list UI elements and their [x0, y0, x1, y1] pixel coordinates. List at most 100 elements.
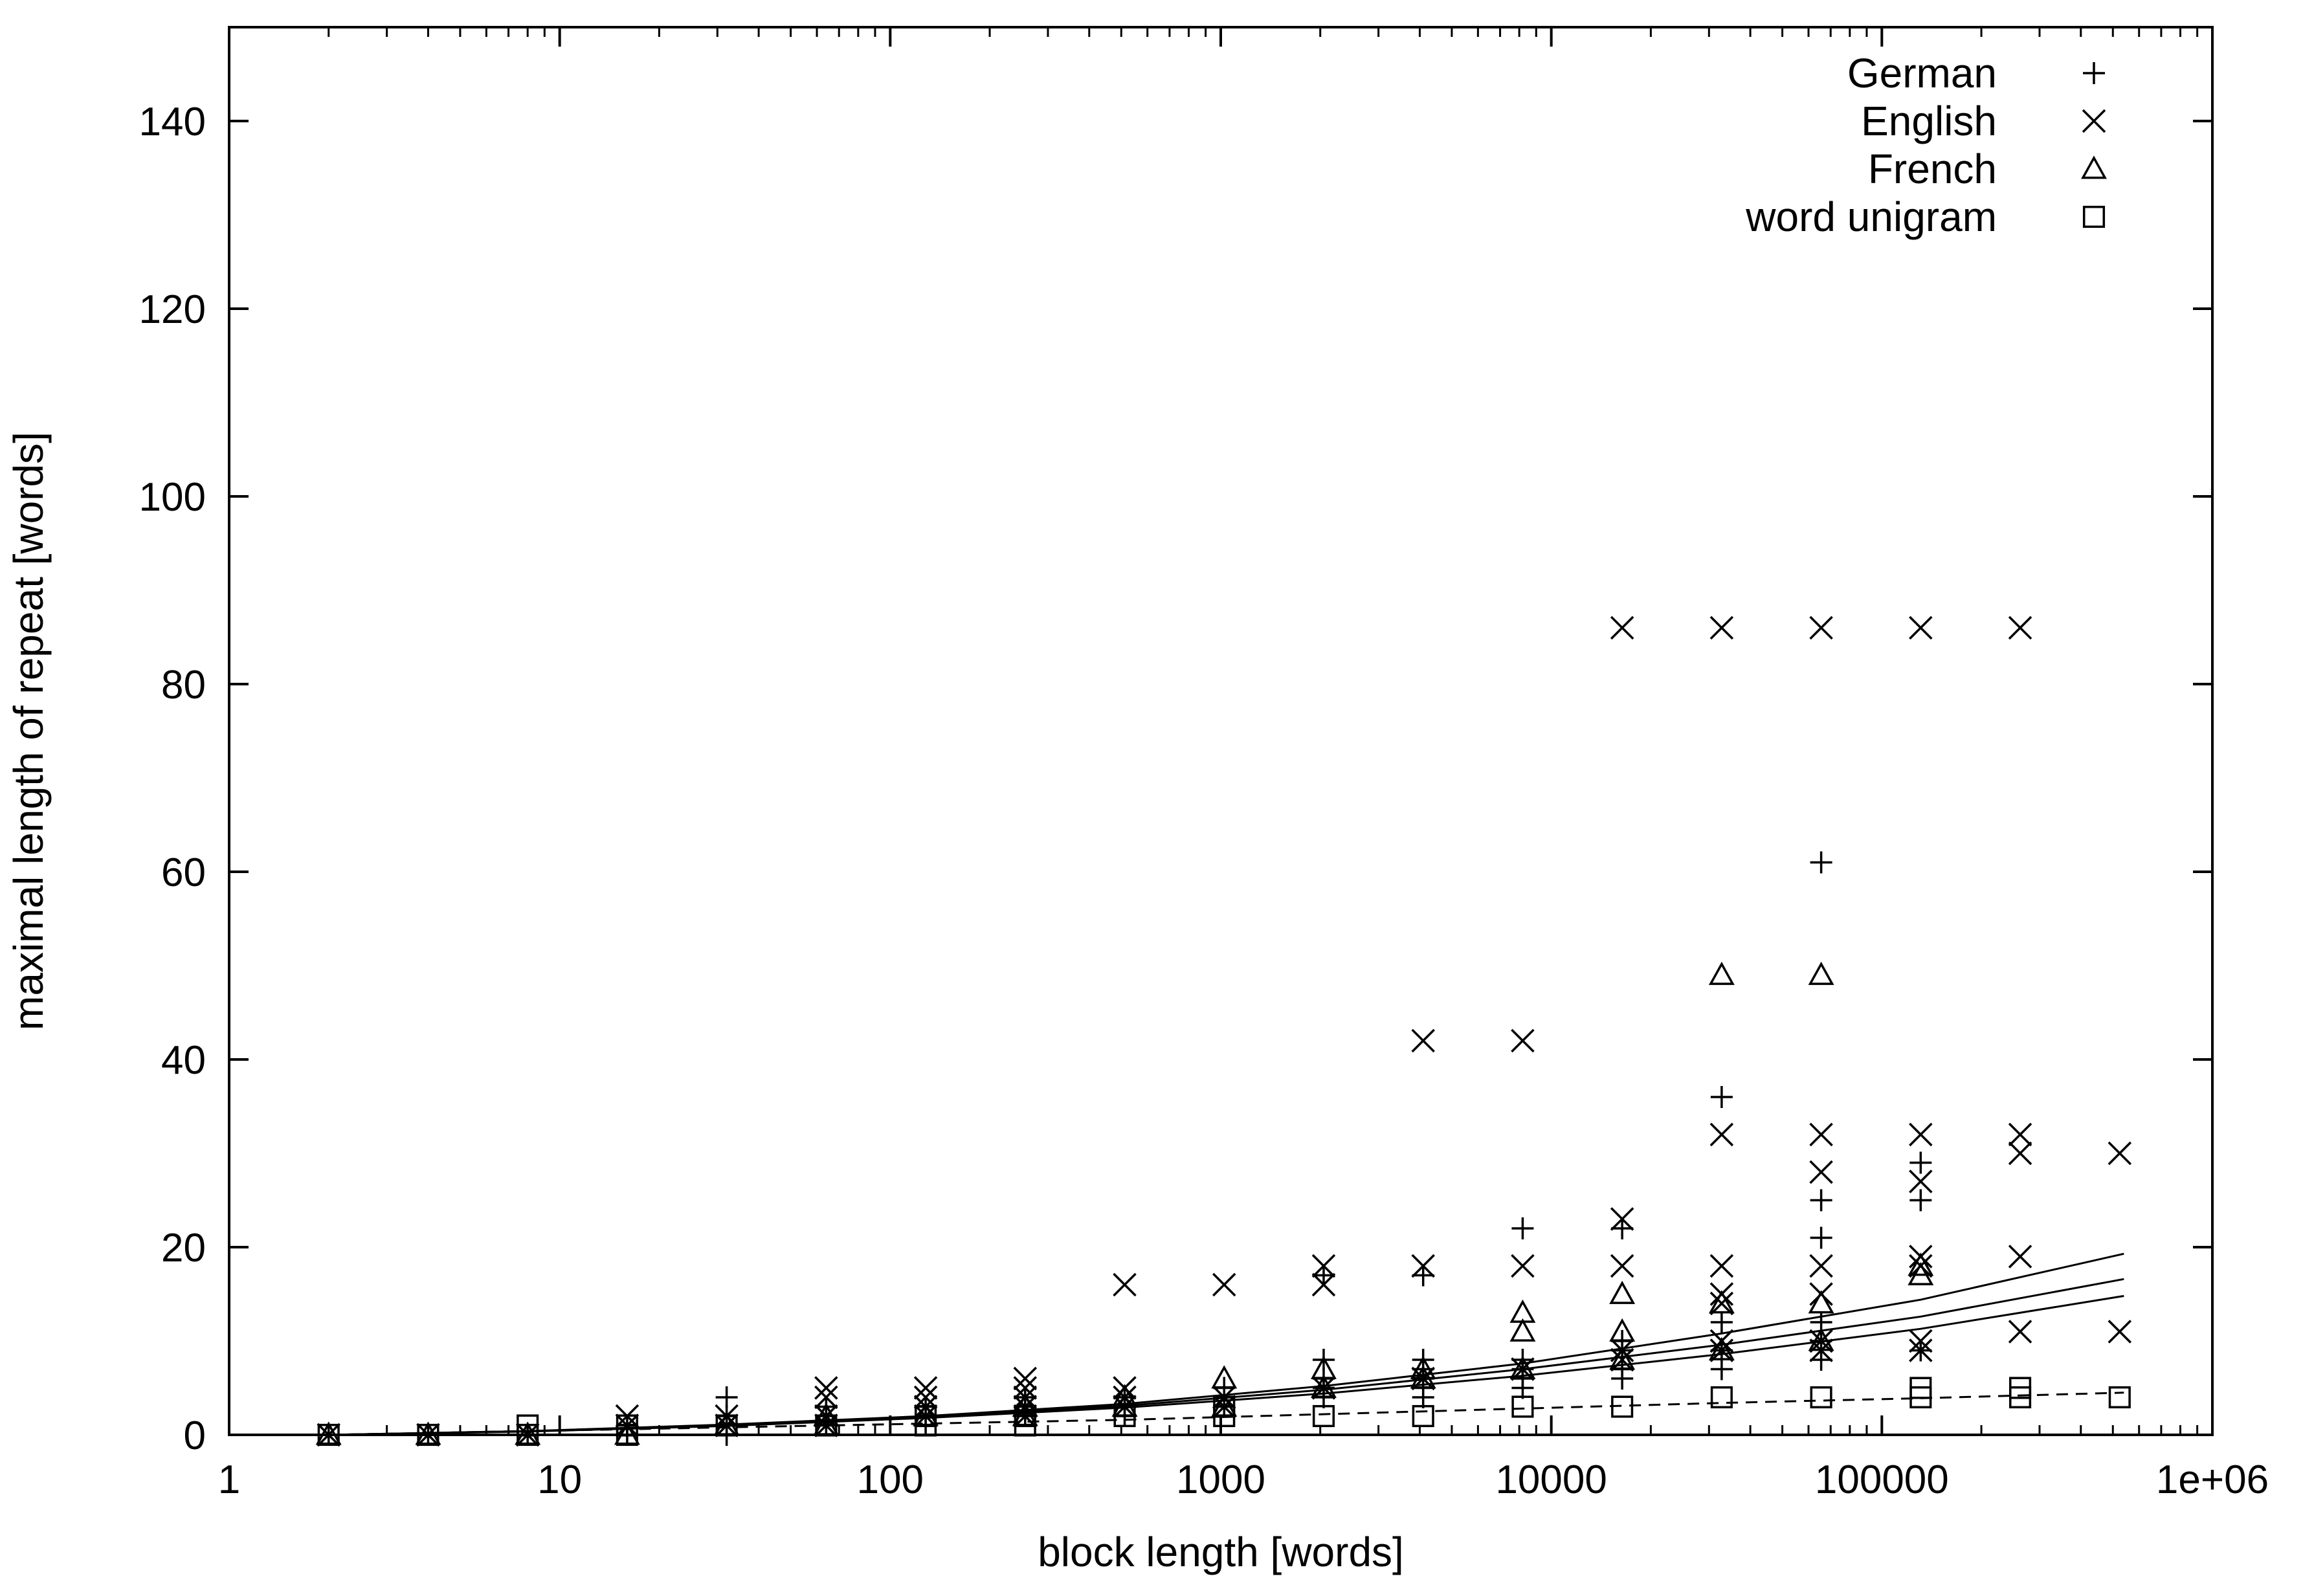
word-unigram-point — [1611, 1395, 1634, 1418]
english-point — [1709, 1338, 1734, 1362]
english-point — [1311, 1254, 1336, 1278]
french-point — [1311, 1374, 1337, 1398]
y-tick-label: 100 — [139, 475, 206, 520]
english-point — [814, 1376, 838, 1400]
x-tick-label: 1000 — [1176, 1457, 1265, 1502]
word-unigram-point — [1710, 1386, 1733, 1409]
english-point — [1511, 1357, 1535, 1381]
german-point — [1710, 1358, 1733, 1380]
english-point — [1013, 1376, 1038, 1400]
english-point — [1709, 1122, 1734, 1147]
english-point — [1709, 1254, 1734, 1278]
word-unigram-point — [1113, 1404, 1136, 1428]
legend-marker-plus — [2083, 62, 2105, 84]
x-tick-label: 1 — [218, 1457, 240, 1502]
french-point — [1708, 1336, 1735, 1360]
english-point — [1909, 615, 1933, 640]
word-unigram-point — [1511, 1395, 1534, 1418]
x-tick-label: 10 — [537, 1457, 582, 1502]
german-point — [1810, 851, 1832, 874]
french-point — [1808, 961, 1834, 985]
english-point — [814, 1385, 838, 1410]
english-point — [1709, 615, 1734, 640]
french-point — [1211, 1365, 1238, 1389]
english-point — [1411, 1028, 1435, 1053]
legend-marker-triangle — [2081, 155, 2107, 179]
y-tick-label: 0 — [184, 1413, 206, 1458]
english-point — [1809, 615, 1833, 640]
y-tick-label: 140 — [139, 100, 206, 144]
english-point — [1610, 1207, 1634, 1231]
german-point — [1909, 1151, 1932, 1174]
french-point — [1609, 1280, 1636, 1304]
legend-label: French — [1868, 146, 1997, 192]
german-point — [1909, 1189, 1932, 1212]
x-tick-label: 100000 — [1815, 1457, 1949, 1502]
english-point — [1809, 1329, 1833, 1353]
x-tick-label: 1e+06 — [2156, 1457, 2269, 1502]
axis-ticks: 1 10 100 1000 10000 100000 1e+06 0 20 40 60 80 100 12… — [139, 27, 2269, 1502]
english-point — [1610, 1254, 1634, 1278]
english-point — [2008, 615, 2032, 640]
french-point — [1311, 1355, 1337, 1379]
english-point — [1511, 1254, 1535, 1278]
french-point — [1509, 1318, 1536, 1342]
legend-label: English — [1861, 98, 1997, 144]
english-point — [1909, 1338, 1933, 1362]
english-point — [2008, 1141, 2032, 1166]
word-unigram-point — [1810, 1386, 1832, 1409]
german-point — [1312, 1264, 1335, 1287]
french-point — [1708, 961, 1735, 985]
y-tick-label: 40 — [161, 1038, 206, 1083]
word-unigram-point — [1014, 1404, 1036, 1428]
english-point — [1909, 1169, 1933, 1193]
english-point — [1411, 1254, 1435, 1278]
word-unigram-point — [1412, 1404, 1434, 1428]
english-point — [1013, 1366, 1038, 1391]
english-point — [2008, 1122, 2032, 1147]
english-point — [1113, 1272, 1137, 1297]
german-point — [1710, 1086, 1733, 1108]
english-point — [1909, 1329, 1933, 1353]
english-point — [2008, 1320, 2032, 1344]
english-point — [1311, 1376, 1336, 1400]
english-point — [1709, 1291, 1734, 1316]
y-tick-label: 60 — [161, 850, 206, 895]
german-point — [715, 1386, 738, 1408]
french-point — [1908, 1252, 1934, 1276]
legend-marker-square — [2082, 205, 2106, 228]
english-point — [715, 1413, 739, 1437]
x-tick-label: 10000 — [1495, 1457, 1607, 1502]
german-point — [1810, 1226, 1832, 1249]
german-point — [1611, 1217, 1634, 1239]
english-point — [913, 1385, 938, 1410]
legend-label: word unigram — [1745, 194, 1997, 240]
english-point — [1212, 1272, 1236, 1297]
english-point — [1809, 1254, 1833, 1278]
y-axis-label: maximal length of repeat [words] — [5, 432, 52, 1030]
english-point — [2008, 1245, 2032, 1269]
english-point — [1610, 615, 1634, 640]
word-unigram-point — [2009, 1377, 2032, 1399]
german-point — [1710, 1311, 1733, 1333]
english-point — [2108, 1141, 2132, 1166]
french-point — [1509, 1355, 1536, 1379]
legend-label: German — [1847, 50, 1997, 96]
english-point — [1311, 1272, 1336, 1297]
word-unigram-point — [915, 1404, 937, 1428]
german-point — [1810, 1189, 1832, 1212]
french-point — [1808, 1327, 1834, 1351]
french-point — [1609, 1346, 1636, 1370]
word-unigram-point — [1312, 1404, 1335, 1428]
english-point — [913, 1376, 938, 1400]
french-point — [1410, 1355, 1436, 1379]
x-tick-label: 100 — [857, 1457, 924, 1502]
german-point — [1412, 1264, 1434, 1287]
english-point — [1610, 1347, 1634, 1372]
y-tick-label: 120 — [139, 287, 206, 332]
word-unigram-point — [1213, 1395, 1236, 1418]
